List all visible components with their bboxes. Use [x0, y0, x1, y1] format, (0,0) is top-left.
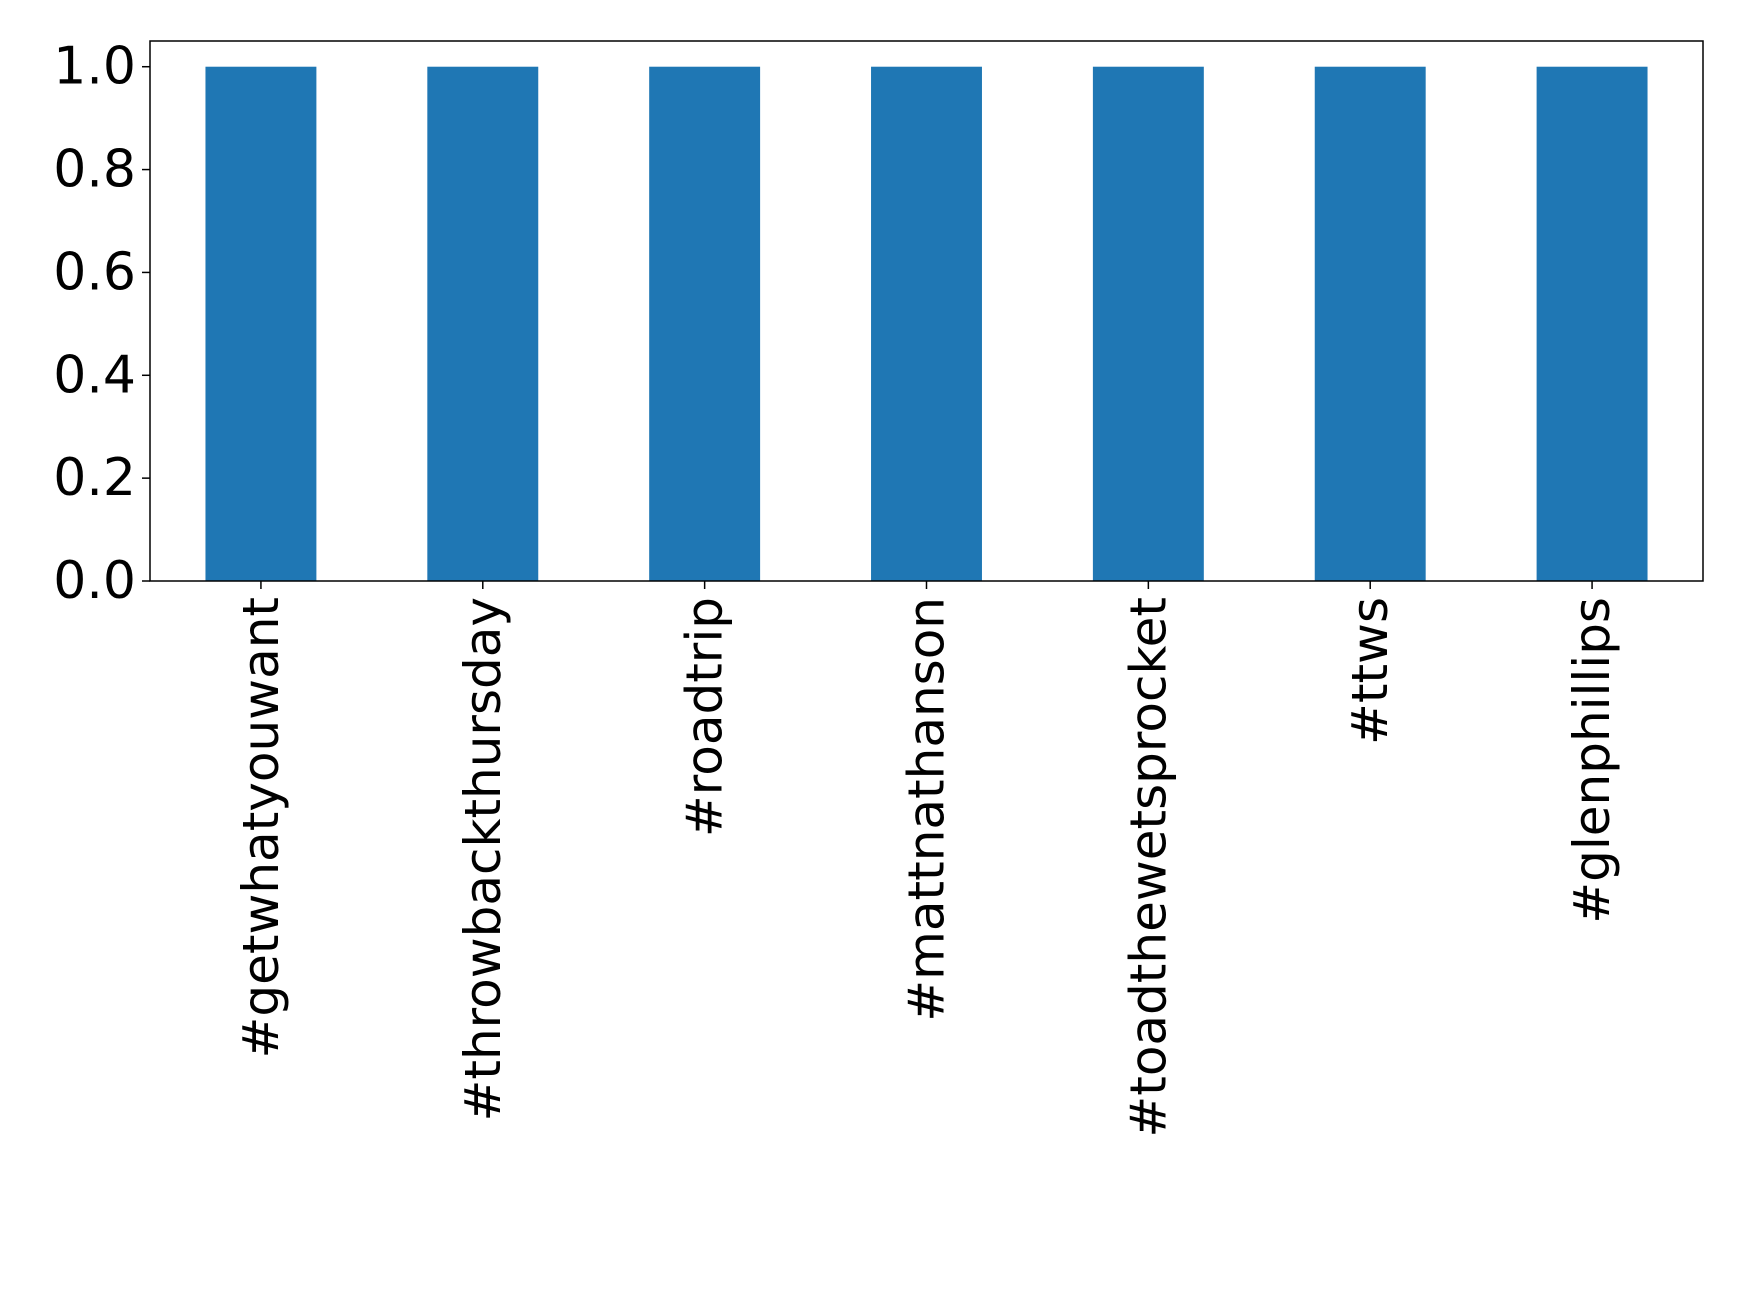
x-tick-label-2: #roadtrip — [676, 597, 734, 837]
x-tick-label-5: #ttws — [1341, 597, 1399, 745]
y-tick-label-2: 0.4 — [53, 345, 136, 405]
x-axis: #getwhatyouwant #throwbackthursday #roadtr… — [232, 581, 1621, 1138]
bar-0 — [205, 66, 317, 581]
x-tick-label-0: #getwhatyouwant — [232, 597, 290, 1059]
bar-3 — [871, 66, 982, 581]
y-tick-label-3: 0.6 — [53, 242, 136, 302]
y-tick-label-0: 0.0 — [53, 551, 136, 611]
bar-2 — [649, 66, 761, 581]
bar-6 — [1536, 66, 1648, 581]
y-tick-label-5: 1.0 — [53, 37, 136, 97]
x-tick-label-6: #glenphillips — [1563, 597, 1621, 924]
x-tick-label-3: #mattnathanson — [898, 597, 956, 1022]
bar-1 — [427, 66, 539, 581]
y-tick-label-4: 0.8 — [53, 140, 136, 200]
bars-layer — [205, 66, 1648, 581]
bar-4 — [1092, 66, 1204, 581]
x-tick-label-1: #throwbackthursday — [454, 597, 512, 1122]
x-tick-label-4: #toadthewetsprocket — [1119, 597, 1177, 1138]
y-axis: 0.0 0.2 0.4 0.6 0.8 1.0 — [53, 37, 150, 611]
plot-frame — [149, 40, 1704, 582]
bar-5 — [1314, 66, 1426, 581]
y-tick-label-1: 0.2 — [53, 448, 136, 508]
